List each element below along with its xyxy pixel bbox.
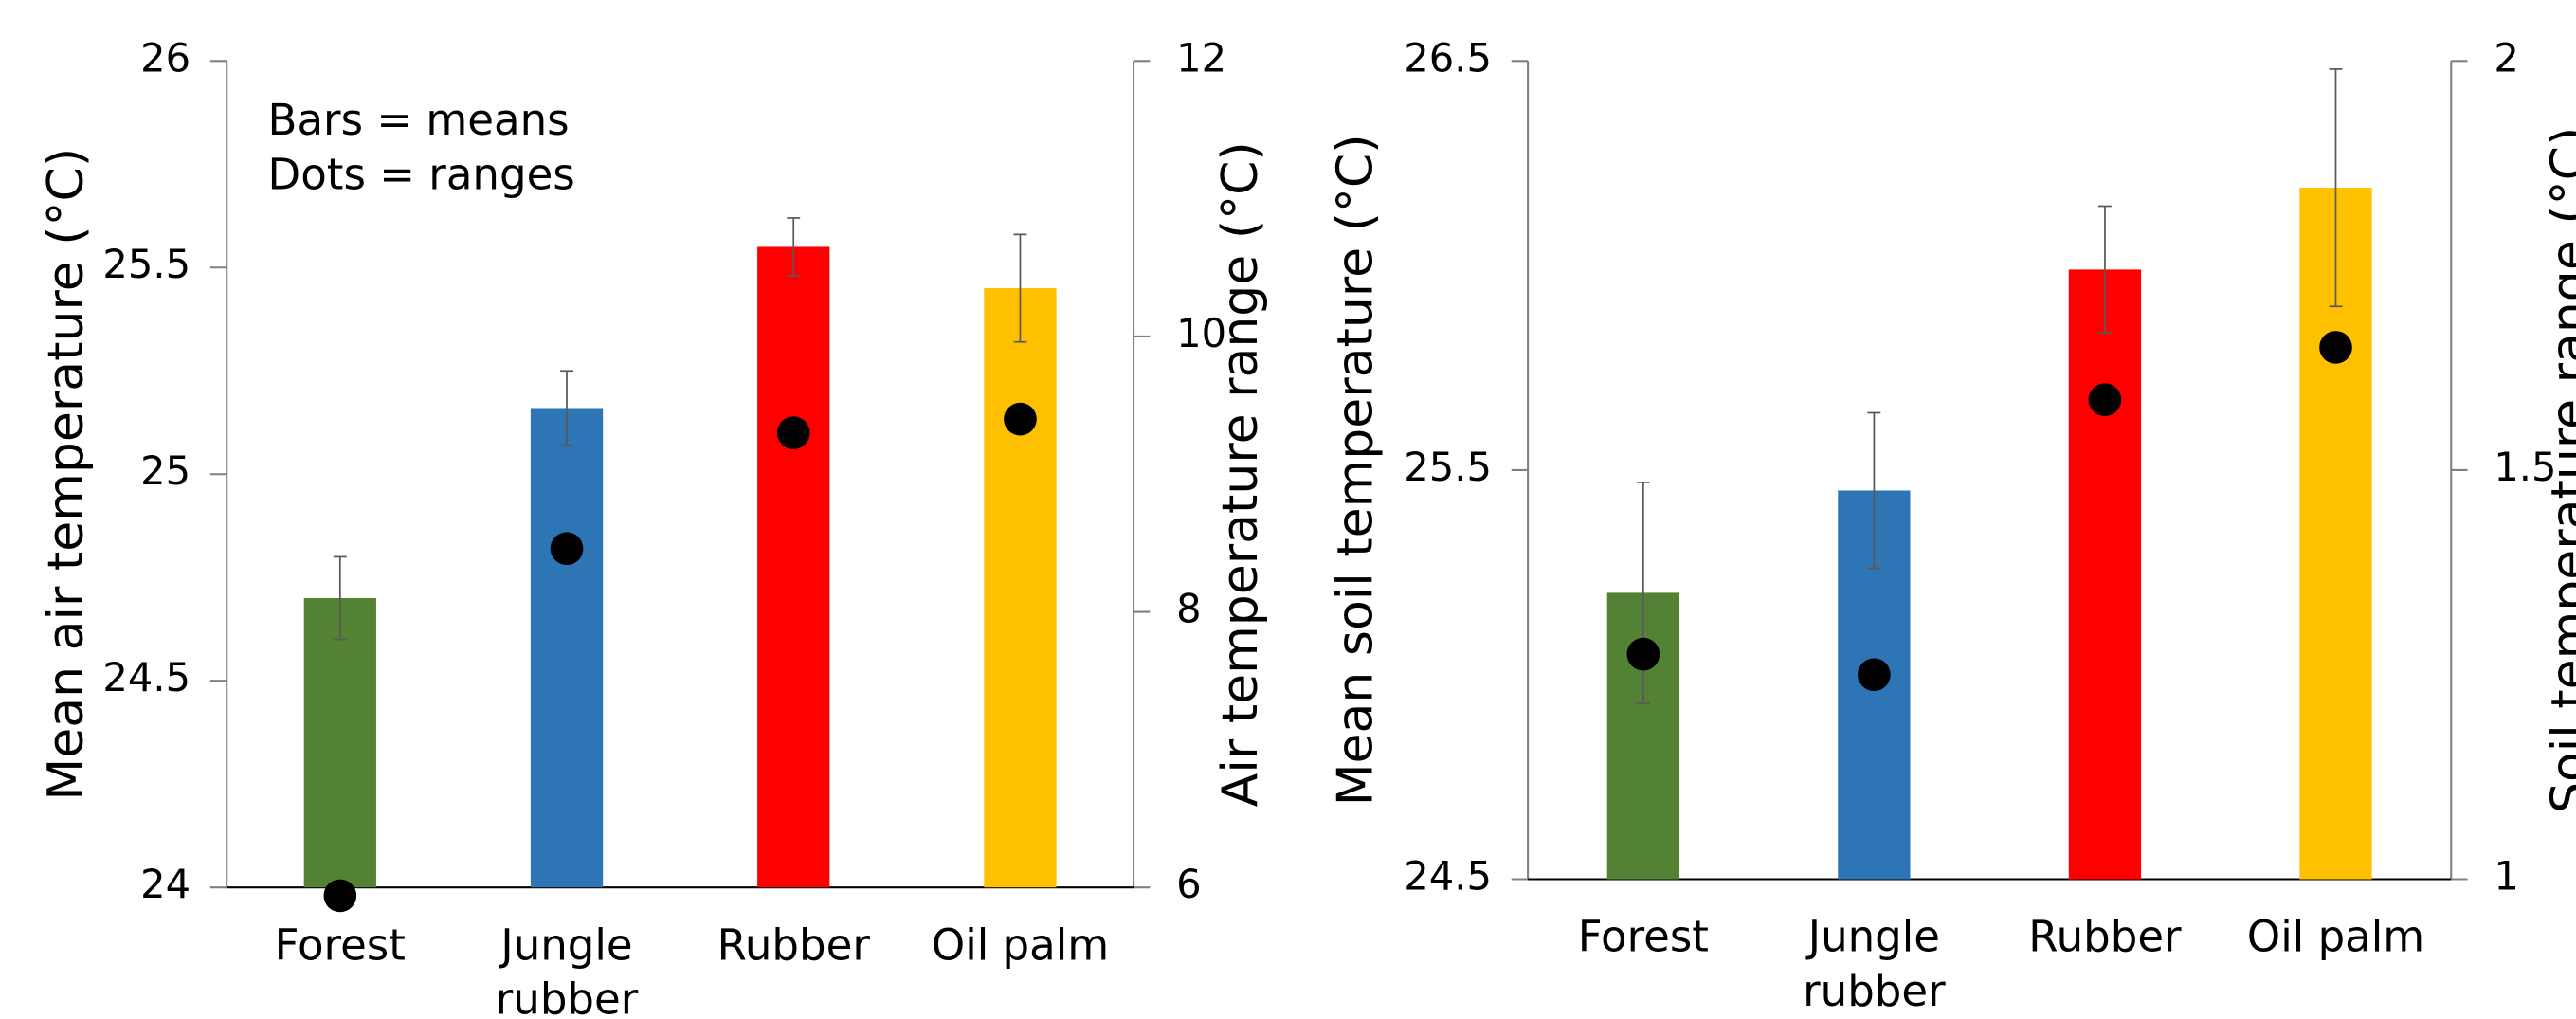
bar	[757, 246, 830, 888]
y-tick-label: 25.5	[1404, 444, 1492, 490]
bar	[530, 408, 604, 888]
dot	[323, 879, 357, 913]
x-tick-label: Rubber	[717, 919, 871, 970]
y-tick-label: 24	[140, 861, 190, 907]
y-tick-label: 26.5	[1404, 34, 1492, 81]
y-axis-title: Mean soil temperature (°C)	[1328, 134, 1385, 806]
dot	[2319, 331, 2352, 364]
x-tick-label: Rubber	[2028, 912, 2182, 962]
annotation: Bars = means	[268, 95, 570, 145]
x-tick-label: Forest	[275, 919, 406, 970]
y2-tick-label: 2	[2494, 34, 2518, 81]
y-tick-label: 26	[140, 34, 190, 81]
dot	[1858, 658, 1891, 692]
x-tick-label: Oil palm	[2247, 912, 2424, 962]
y2-tick-label: 1	[2494, 853, 2518, 900]
y-tick-label: 25.5	[102, 241, 190, 287]
dot	[776, 416, 810, 449]
x-tick-label: Oil palm	[932, 919, 1109, 970]
y2-tick-label: 10	[1176, 310, 1226, 356]
bar	[984, 288, 1057, 888]
y2-axis-title: Air temperature range (°C)	[1212, 141, 1269, 807]
y2-tick-label: 8	[1176, 586, 1201, 632]
y-axis-title: Mean air temperature (°C)	[38, 148, 95, 801]
bar	[303, 598, 376, 888]
x-tick-label: Forest	[1578, 912, 1709, 962]
x-tick-label: Jungle rubber	[1803, 912, 1946, 1016]
dot	[1626, 637, 1660, 671]
y-tick-label: 25	[140, 447, 190, 494]
y2-tick-label: 6	[1176, 861, 1201, 907]
y2-tick-label: 12	[1176, 34, 1226, 81]
x-tick-label: Jungle rubber	[496, 919, 639, 1019]
y2-axis-title: Soil temperature range (°C)	[2542, 127, 2576, 813]
dot	[550, 532, 584, 566]
dot	[2088, 383, 2122, 416]
bar	[2068, 269, 2142, 880]
y2-tick-label: 1.5	[2494, 444, 2556, 490]
y-tick-label: 24.5	[1404, 853, 1492, 900]
annotation: Dots = ranges	[268, 149, 575, 199]
y-tick-label: 24.5	[102, 654, 190, 701]
dot	[1004, 402, 1037, 436]
